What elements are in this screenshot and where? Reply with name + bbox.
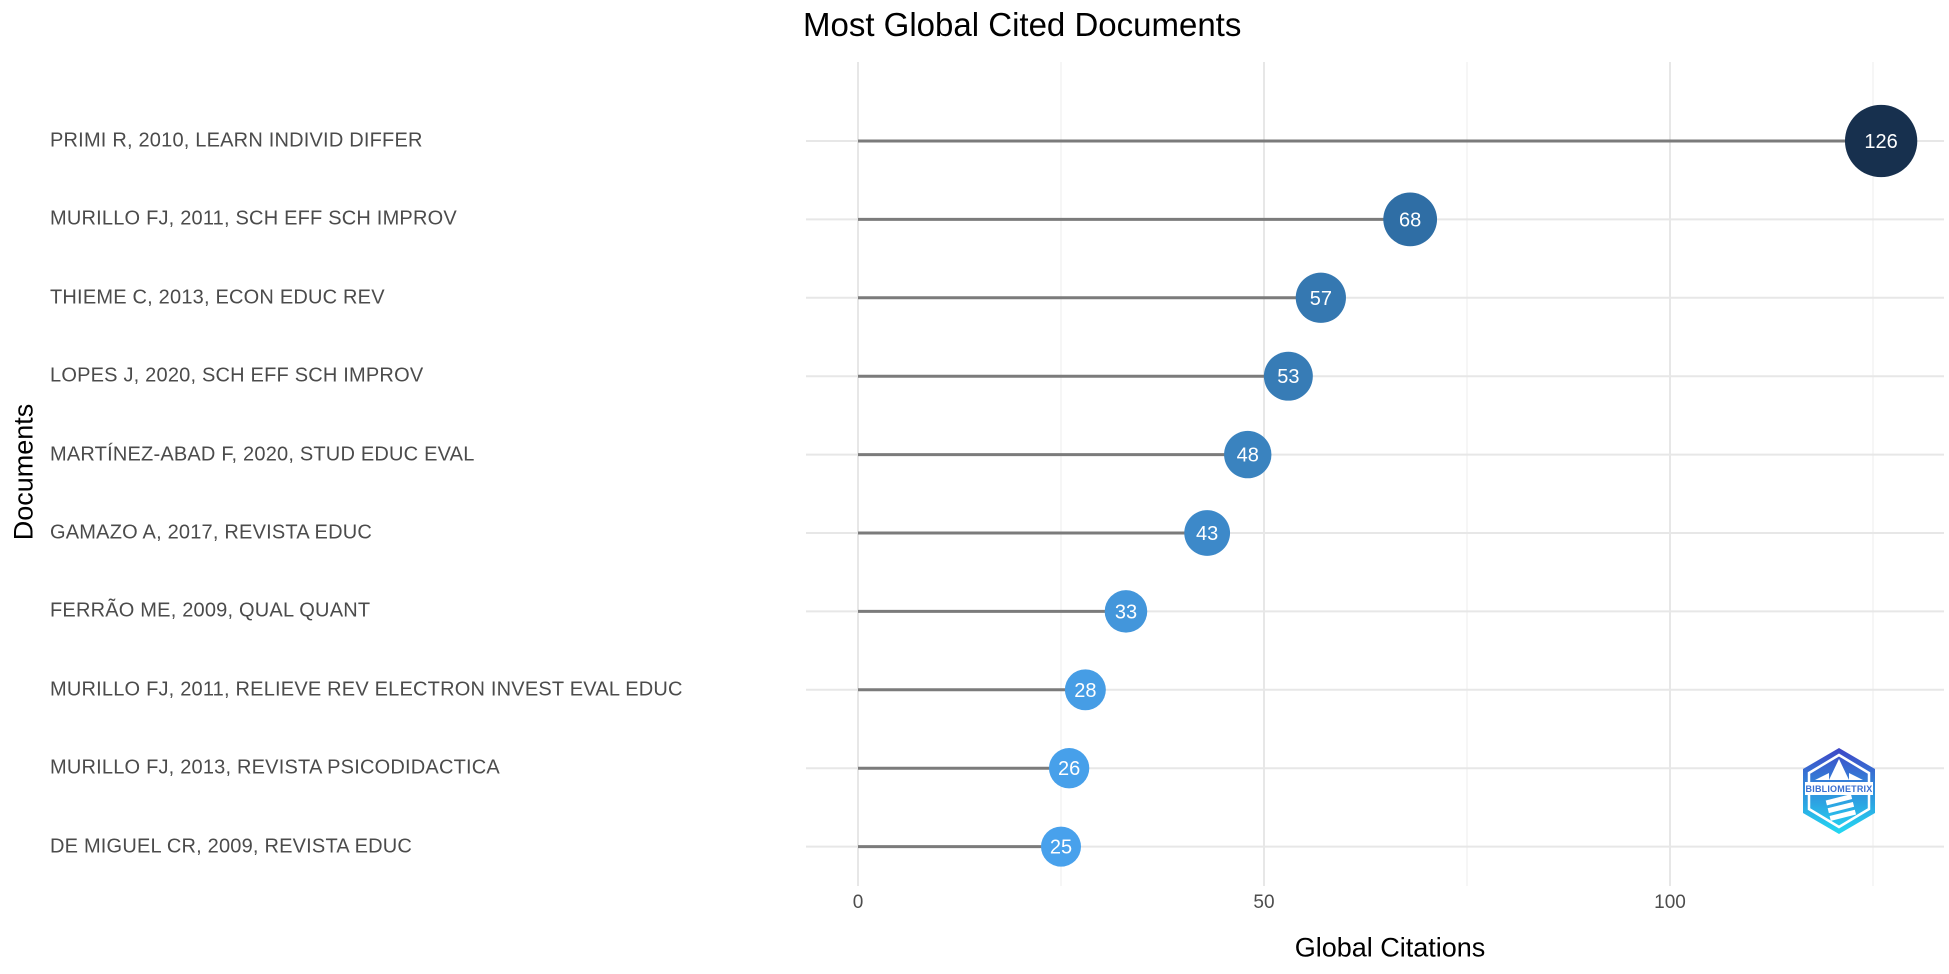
citation-bubble <box>1064 669 1106 711</box>
citation-bubble <box>1383 192 1438 247</box>
logo-inner-border <box>1807 753 1871 829</box>
bubble-value: 28 <box>1074 680 1096 702</box>
bubble-value: 68 <box>1399 209 1421 231</box>
bubble-value: 43 <box>1196 523 1218 545</box>
document-label: GAMAZO A, 2017, REVISTA EDUC <box>50 521 372 544</box>
x-tick-label: 0 <box>852 892 864 913</box>
document-label: DE MIGUEL CR, 2009, REVISTA EDUC <box>50 835 413 858</box>
citation-bubble <box>1041 826 1081 867</box>
citation-bubble <box>1295 272 1346 323</box>
citation-bubble <box>1263 351 1313 401</box>
logo-banner <box>1805 782 1873 795</box>
x-tick-label: 50 <box>1253 892 1275 913</box>
bubble-value: 33 <box>1115 601 1137 623</box>
citation-bubble <box>1184 510 1231 556</box>
bubble-value: 126 <box>1864 131 1897 153</box>
citation-bubble <box>1224 430 1272 479</box>
document-label: PRIMI R, 2010, LEARN INDIVID DIFFER <box>50 129 423 152</box>
document-label: LOPES J, 2020, SCH EFF SCH IMPROV <box>50 364 424 387</box>
document-label: MURILLO FJ, 2011, SCH EFF SCH IMPROV <box>50 207 457 230</box>
bubble-value: 48 <box>1237 445 1259 467</box>
document-label: THIEME C, 2013, ECON EDUC REV <box>50 286 385 309</box>
document-label: FERRÃO ME, 2009, QUAL QUANT <box>50 599 371 622</box>
citation-bubble <box>1844 104 1918 178</box>
document-label: MARTÍNEZ-ABAD F, 2020, STUD EDUC EVAL <box>50 443 475 466</box>
bubble-value: 26 <box>1058 758 1080 780</box>
bubble-value: 53 <box>1277 366 1299 388</box>
bubble-value: 57 <box>1310 288 1332 310</box>
document-label: MURILLO FJ, 2013, REVISTA PSICODIDACTICA <box>50 756 500 779</box>
bibliometrix-logo: BIBLIOMETRIX <box>1803 748 1875 834</box>
citation-bubble <box>1104 590 1148 633</box>
bubble-value: 25 <box>1050 837 1072 859</box>
chart-title: Most Global Cited Documents <box>803 6 1242 43</box>
citation-bubble <box>1048 748 1090 789</box>
x-tick-label: 100 <box>1654 892 1686 913</box>
x-axis-title: Global Citations <box>1294 932 1486 963</box>
rocket-icon <box>1815 759 1863 821</box>
document-label: MURILLO FJ, 2011, RELIEVE REV ELECTRON I… <box>50 678 683 701</box>
logo-wordmark: BIBLIOMETRIX <box>1806 784 1873 794</box>
